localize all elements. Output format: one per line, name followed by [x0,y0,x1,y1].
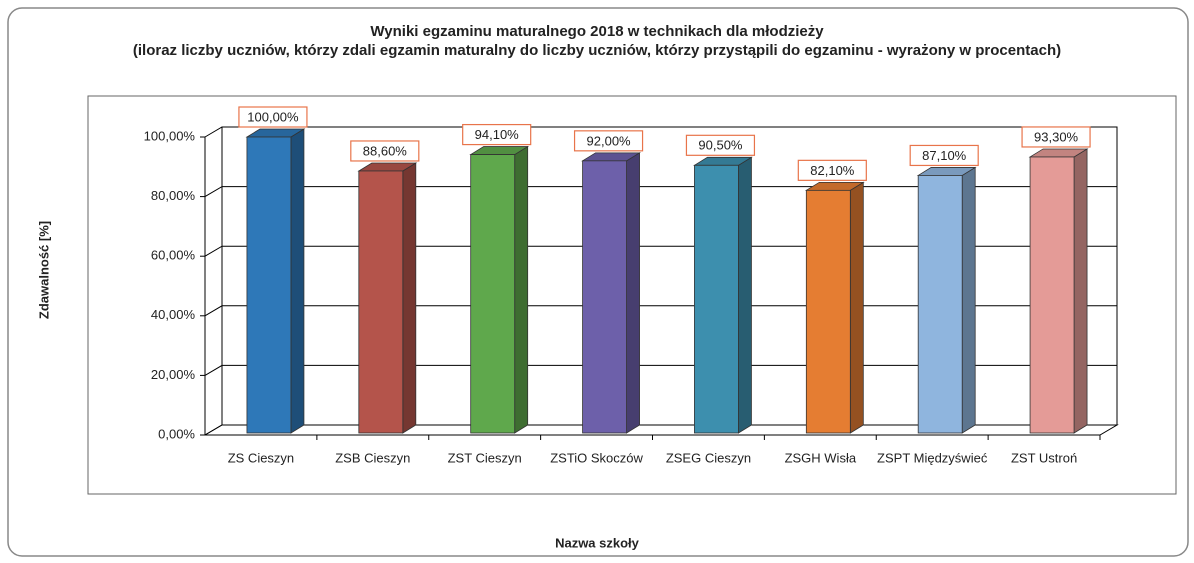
value-label: 87,10% [922,148,967,163]
bar [470,154,516,434]
y-tick-label: 100,00% [144,128,196,143]
plot-frame [87,95,1177,495]
y-tick-label: 80,00% [151,188,196,203]
x-tick-label: ZSTiO Skoczów [550,450,643,465]
y-tick-label: 60,00% [151,248,196,263]
bar-side [849,181,864,434]
y-tick-label: 0,00% [158,426,195,441]
bar-side [514,145,529,434]
bar [694,164,739,434]
value-label: 93,30% [1034,129,1079,144]
x-tick-label: ZST Cieszyn [448,450,522,465]
bar [805,189,851,434]
titles: Wyniki egzaminu maturalnego 2018 w techn… [130,22,1064,60]
grid-line [204,186,1117,198]
value-label: 100,00% [247,109,299,124]
value-label-box [685,134,756,156]
bar-side [1073,148,1088,434]
value-label-box [797,159,867,181]
chart-frame [7,7,1189,557]
value-label-box [573,130,644,152]
x-tick-label: ZSB Cieszyn [335,450,410,465]
value-label-box [1021,126,1091,148]
value-label: 88,60% [363,143,408,158]
value-label-box [462,123,532,146]
value-label: 92,00% [587,133,632,148]
back-wall [221,126,1118,426]
chart-title: Wyniki egzaminu maturalnego 2018 w techn… [370,23,824,40]
y-tick-label: 40,00% [151,307,196,322]
x-tick-label: ZSGH Wisła [785,450,857,465]
chart-subtitle: (iloraz liczby uczniów, którzy zdali egz… [132,42,1062,59]
x-axis-label: Nazwa szkoły [555,535,640,550]
bar-side [961,166,976,434]
bar [358,170,404,434]
x-tick-label: ZS Cieszyn [228,450,294,465]
grid-line [204,364,1117,376]
value-label: 90,50% [698,138,743,153]
grid-line [204,126,1117,138]
value-label: 82,10% [810,163,855,178]
value-label-box [350,140,420,162]
x-tick-label: ZSPT Międzyświeć [877,450,988,465]
x-tick-label: ZSEG Cieszyn [666,450,751,465]
grid-line [204,305,1117,317]
grid-line [204,245,1117,257]
bar [246,136,292,434]
bar [917,175,963,434]
bar-side [626,152,640,434]
value-label: 94,10% [475,127,520,142]
value-label-box [909,144,979,167]
value-label-box [238,106,308,128]
bar-side [402,162,417,434]
bar [582,160,627,434]
grid-line [204,424,1117,436]
floor [203,424,1119,436]
y-axis-label: Zdawalność [%] [36,221,51,319]
y-tick-label: 20,00% [151,367,196,382]
bar-side [738,156,752,434]
bar [1029,156,1075,434]
bar-side [290,128,305,434]
x-tick-label: ZST Ustroń [1011,450,1077,465]
